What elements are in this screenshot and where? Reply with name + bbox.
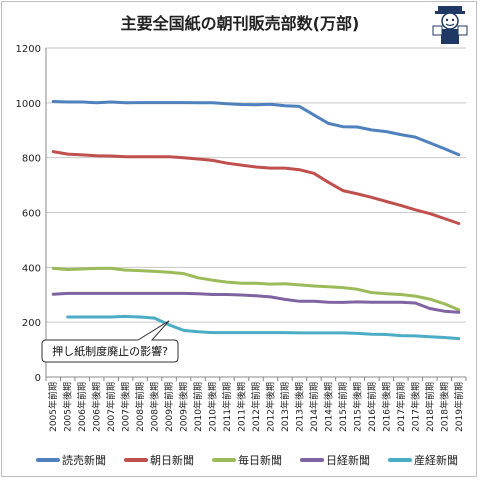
x-tick-label: 2007年後期 [120, 382, 132, 432]
series-line [51, 100, 461, 157]
x-tick-label: 2013年前期 [279, 382, 291, 432]
x-tick-labels: 2005年前期 2005年後期 2006年前期 2006年後期 2007年前期 2007年… [47, 382, 465, 432]
x-tick-label: 2014年後期 [322, 382, 334, 432]
x-tick-label: 2008年前期 [134, 382, 146, 432]
x-tick-label: 2017年後期 [409, 382, 421, 432]
legend-label: 読売新聞 [62, 453, 106, 467]
x-tick-label: 2006年前期 [76, 382, 88, 432]
x-tick-label: 2016年前期 [366, 382, 378, 432]
x-tick-label: 2014年前期 [308, 382, 320, 432]
x-tick-label: 2005年後期 [62, 382, 74, 432]
series-lines [51, 100, 461, 341]
x-tick-label: 2011年後期 [236, 382, 248, 432]
y-tick-label: 800 [22, 154, 41, 165]
x-tick-label: 2010年前期 [192, 382, 204, 432]
x-tick-label: 2019年前期 [453, 382, 465, 432]
series-line [51, 291, 461, 314]
x-tick-label: 2013年後期 [293, 382, 305, 432]
series-line [66, 314, 461, 341]
x-tick-label: 2008年後期 [149, 382, 161, 432]
grid-lines [46, 47, 466, 378]
x-tick-label: 2017年前期 [395, 382, 407, 432]
x-tick-label: 2009年後期 [178, 382, 190, 432]
x-tick-label: 2010年後期 [207, 382, 219, 432]
series-line [51, 266, 461, 312]
x-tick-label: 2012年後期 [264, 382, 276, 432]
y-tick-label: 200 [22, 318, 41, 329]
x-tick-label: 2005年前期 [47, 382, 59, 432]
legend: 読売新聞 朝日新聞 毎日新聞 日経新聞 産経新聞 [36, 453, 458, 467]
x-tick-label: 2018年後期 [438, 382, 450, 432]
x-tick-label: 2009年前期 [163, 382, 175, 432]
x-tick-label: 2006年後期 [91, 382, 103, 432]
x-tick-label: 2015年後期 [351, 382, 363, 432]
x-tick-label: 2015年前期 [337, 382, 349, 432]
mascot-logo-icon [432, 6, 468, 44]
x-tick-label: 2012年前期 [250, 382, 262, 432]
annotation-text: 押し紙制度廃止の影響? [52, 344, 168, 358]
y-tick-label: 600 [22, 209, 41, 220]
annotation-callout [41, 320, 179, 363]
legend-label: 産経新聞 [414, 453, 458, 467]
y-tick-label: 400 [22, 263, 41, 274]
legend-label: 朝日新聞 [150, 453, 194, 467]
y-tick-label: 1000 [16, 99, 41, 110]
legend-label: 毎日新聞 [238, 453, 282, 467]
axes [45, 48, 467, 381]
series-line [51, 150, 461, 225]
legend-label: 日経新聞 [326, 453, 370, 467]
y-tick-labels: 0 200 400 600 800 1000 1200 [16, 44, 41, 384]
chart-title: 主要全国紙の朝刊販売部数(万部) [120, 14, 360, 33]
y-tick-label: 1200 [16, 44, 41, 55]
annotation: 押し紙制度廃止の影響? [41, 320, 179, 363]
x-tick-label: 2016年後期 [380, 382, 392, 432]
y-tick-label: 0 [35, 373, 41, 384]
x-tick-label: 2011年前期 [221, 382, 233, 432]
x-tick-label: 2018年前期 [424, 382, 436, 432]
x-tick-label: 2007年前期 [105, 382, 117, 432]
